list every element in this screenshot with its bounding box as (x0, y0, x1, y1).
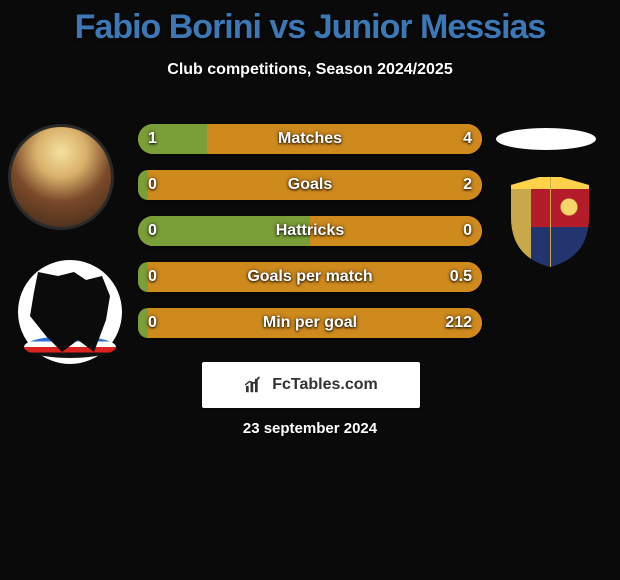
club-right-badge (500, 176, 600, 268)
player-left-avatar (8, 124, 114, 230)
stat-bar: 02Goals (138, 170, 482, 200)
club-left-badge (18, 260, 122, 364)
subtitle: Club competitions, Season 2024/2025 (0, 61, 620, 79)
club-right-shield (511, 177, 589, 267)
stat-label: Hattricks (138, 222, 482, 240)
player-right-avatar-placeholder (496, 128, 596, 150)
stat-label: Goals (138, 176, 482, 194)
page-title: Fabio Borini vs Junior Messias (0, 0, 620, 47)
stat-bar: 00.5Goals per match (138, 262, 482, 292)
stat-bar: 14Matches (138, 124, 482, 154)
chart-icon (244, 376, 266, 394)
title-player-left: Fabio Borini (75, 8, 261, 46)
date-text: 23 september 2024 (0, 420, 620, 437)
title-vs: vs (261, 8, 314, 46)
comparison-bars: 14Matches 02Goals 00Hattricks 00.5Goals per… (138, 124, 482, 354)
attribution-box: FcTables.com (202, 362, 420, 408)
stat-bar: 00Hattricks (138, 216, 482, 246)
stat-bar: 0212Min per goal (138, 308, 482, 338)
title-player-right: Junior Messias (314, 8, 546, 46)
stat-label: Goals per match (138, 268, 482, 286)
stat-label: Min per goal (138, 314, 482, 332)
attribution-text: FcTables.com (272, 376, 378, 394)
stat-label: Matches (138, 130, 482, 148)
